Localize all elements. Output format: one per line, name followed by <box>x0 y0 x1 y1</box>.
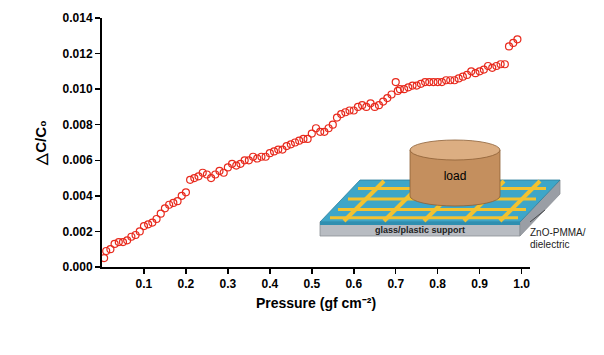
svg-text:0.012: 0.012 <box>63 47 93 61</box>
svg-text:0.3: 0.3 <box>220 277 237 291</box>
svg-text:0.5: 0.5 <box>303 277 320 291</box>
svg-text:0.4: 0.4 <box>261 277 278 291</box>
svg-text:0.004: 0.004 <box>63 189 93 203</box>
svg-text:0.7: 0.7 <box>387 277 404 291</box>
svg-text:load: load <box>444 169 467 183</box>
svg-text:0.6: 0.6 <box>345 277 362 291</box>
svg-text:0.014: 0.014 <box>63 11 93 25</box>
svg-text:0.002: 0.002 <box>63 225 93 239</box>
svg-text:0.8: 0.8 <box>429 277 446 291</box>
svg-text:△C/C₀: △C/C₀ <box>32 120 49 166</box>
svg-text:0.000: 0.000 <box>63 260 93 274</box>
svg-text:0.2: 0.2 <box>178 277 195 291</box>
svg-text:0.9: 0.9 <box>471 277 488 291</box>
svg-text:0.008: 0.008 <box>63 118 93 132</box>
svg-text:glass/plastic support: glass/plastic support <box>375 225 465 235</box>
svg-text:ZnO-PMMA/dielectric: ZnO-PMMA/dielectric <box>530 227 586 250</box>
svg-text:0.1: 0.1 <box>136 277 153 291</box>
svg-text:0.010: 0.010 <box>63 82 93 96</box>
svg-text:Pressure (gf cm⁻²): Pressure (gf cm⁻²) <box>256 295 376 311</box>
svg-text:0.006: 0.006 <box>63 153 93 167</box>
svg-text:1.0: 1.0 <box>513 277 530 291</box>
